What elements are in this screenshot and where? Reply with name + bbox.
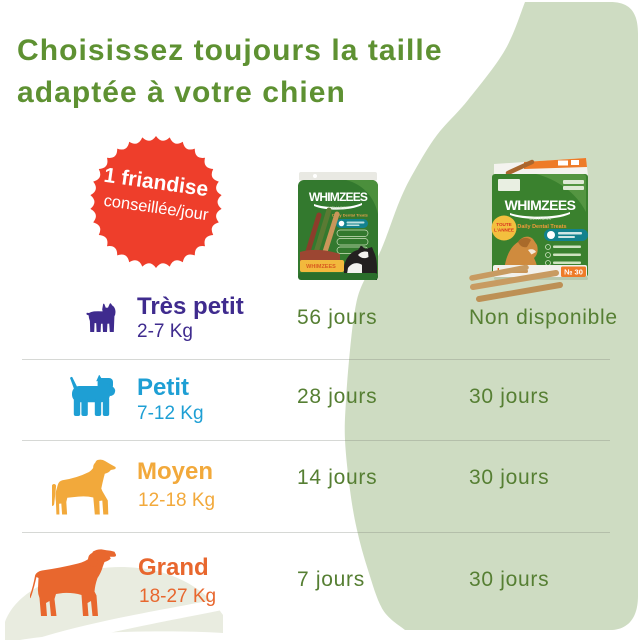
svg-text:WELLNESS: WELLNESS [529, 216, 551, 221]
svg-text:TOUTE: TOUTE [496, 222, 511, 227]
svg-text:WHIMZEES: WHIMZEES [306, 264, 336, 270]
svg-text:WHIMZEES: WHIMZEES [309, 190, 368, 204]
svg-text:Daily Dental Treats: Daily Dental Treats [517, 224, 566, 230]
svg-text:L'ANNEE: L'ANNEE [494, 228, 514, 233]
svg-text:Daily Dental Treats: Daily Dental Treats [332, 213, 369, 218]
svg-text:WELLNESS: WELLNESS [328, 206, 348, 210]
svg-text:№ 30: № 30 [564, 268, 583, 277]
svg-text:WHIMZEES: WHIMZEES [505, 197, 576, 213]
